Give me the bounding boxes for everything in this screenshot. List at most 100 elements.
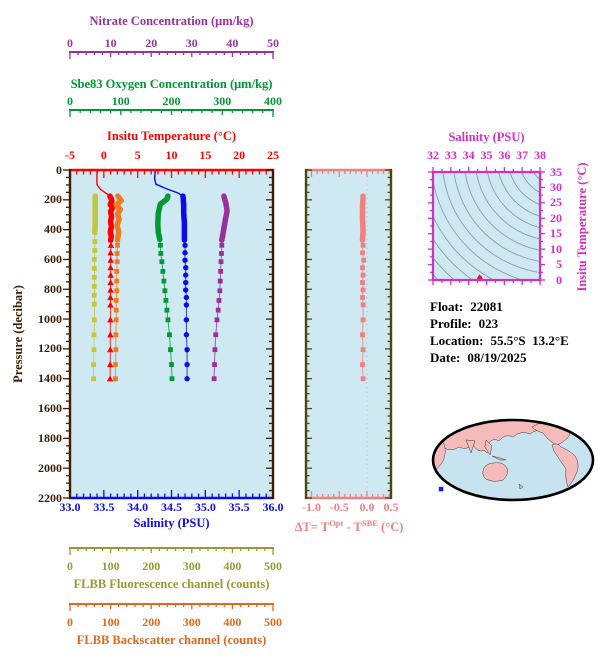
tick-label: 0 [556,272,562,287]
info-float: Float: 22081 [430,298,569,315]
delta-title-sup2: SBE [361,518,378,528]
world-map [431,418,595,502]
series-flbb-backscatter-channel [113,193,124,382]
tick-label: 200 [142,615,161,629]
delta-title-sup1: Opt [329,518,344,528]
location-label: Location: [430,333,484,348]
tick-label: 5 [134,148,141,162]
tick-label: 10 [104,36,117,50]
location-value: 55.5°S 13.2°E [490,333,569,348]
ts-salinity-axis-title: Salinity (PSU) [448,130,525,144]
tick-label: 1800 [38,430,62,445]
tick-label: 36.0 [262,500,284,514]
tick-label: 34.0 [127,500,149,514]
float-info-block: Float: 22081 Profile: 023 Location: 55.5°S … [430,298,569,366]
tick-label: 32 [427,148,439,162]
tick-label: 400 [44,222,62,237]
nitrate-axis-title: Nitrate Concentration (μm/kg) [89,14,254,28]
info-date: Date: 08/19/2025 [430,349,569,366]
tick-label: 33.5 [93,500,115,514]
tick-label: 35 [480,148,493,162]
float-value: 22081 [470,299,503,314]
tick-label: 0 [67,94,73,108]
tick-label: 30 [185,36,198,50]
series-sbe83-oxygen-concentration [155,193,175,382]
date-value: 08/19/2025 [467,350,527,365]
tick-label: 50 [267,36,279,50]
tick-label: 15 [550,226,562,241]
map-float-location-marker [438,486,444,492]
tick-label: 34.5 [161,500,182,514]
tick-label: 300 [182,615,201,629]
tick-label: 0 [67,36,73,50]
temperature-axis-title: Insitu Temperature (°C) [106,129,237,143]
info-profile: Profile: 023 [430,315,569,332]
info-location: Location: 55.5°S 13.2°E [430,332,569,349]
profile-label: Profile: [430,316,472,331]
tick-label: 38 [534,148,546,162]
tick-label: 40 [226,36,239,50]
tick-label: 33.0 [59,500,81,514]
tick-label: 36 [498,148,511,162]
tick-label: 0 [67,559,73,573]
tick-label: 0.0 [359,500,375,514]
tick-label: -5 [65,148,75,162]
tick-label: 0.5 [383,500,399,514]
oxygen-axis-title: Sbe83 Oxygen Concentration (μm/kg) [70,77,273,91]
delta-title-mid: - T [343,520,362,535]
tick-label: 600 [44,251,62,266]
tick-label: 35.0 [194,500,216,514]
tick-label: 2000 [38,460,62,475]
float-label: Float: [430,299,464,314]
series-flbb-fluorescence-channel [91,193,98,382]
tick-label: 0 [100,148,107,162]
fluorescence-axis-title: FLBB Fluorescence channel (counts) [73,577,270,591]
tick-label: 10 [550,241,562,256]
tick-label: 35 [550,164,562,179]
tick-label: 1600 [38,401,62,416]
delta-title-pre: ΔT= T [294,520,330,535]
tick-label: 100 [111,94,130,108]
tick-label: 300 [213,94,232,108]
backscatter-axis-title: FLBB Backscatter channel (counts) [76,633,267,647]
date-label: Date: [430,350,461,365]
tick-label: 500 [264,615,282,629]
tick-label: 0 [67,615,73,629]
tick-label: 200 [44,192,62,207]
tick-label: 1400 [38,371,62,386]
tick-label: 300 [182,559,201,573]
series-salinity [153,169,190,382]
tick-label: 25 [550,195,562,210]
series-delta-t [359,193,367,382]
tick-label: 30 [550,179,562,194]
tick-label: 35.5 [228,500,250,514]
tick-label: 34 [462,148,475,162]
tick-label: 25 [267,148,279,162]
delta-t-panel-area [306,170,391,498]
tick-label: 20 [145,36,158,50]
tick-label: 15 [199,148,212,162]
tick-label: 200 [162,94,181,108]
tick-label: 1200 [38,341,62,356]
tick-label: 400 [223,559,242,573]
tick-label: 0 [56,162,62,177]
series-nitrate-concentration [211,193,230,382]
tick-label: 10 [165,148,178,162]
tick-label: -1.0 [302,500,322,514]
tick-label: 1000 [38,311,62,326]
delta-title-post: (°C) [377,520,404,535]
tick-label: 20 [233,148,246,162]
tick-label: 5 [556,257,562,272]
ts-density-contours [434,173,539,279]
profile-value: 023 [478,316,499,331]
ts-temperature-axis-title: Insitu Temperature (°C) [575,162,589,292]
tick-label: 37 [516,148,529,162]
tick-label: 800 [44,281,62,296]
tick-label: 2200 [38,490,62,505]
delta-t-axis-title: ΔT= TOpt - TSBE (°C) [288,516,410,534]
tick-label: 400 [223,615,242,629]
tick-label: 500 [264,559,282,573]
ts-diagram-area [433,172,540,280]
